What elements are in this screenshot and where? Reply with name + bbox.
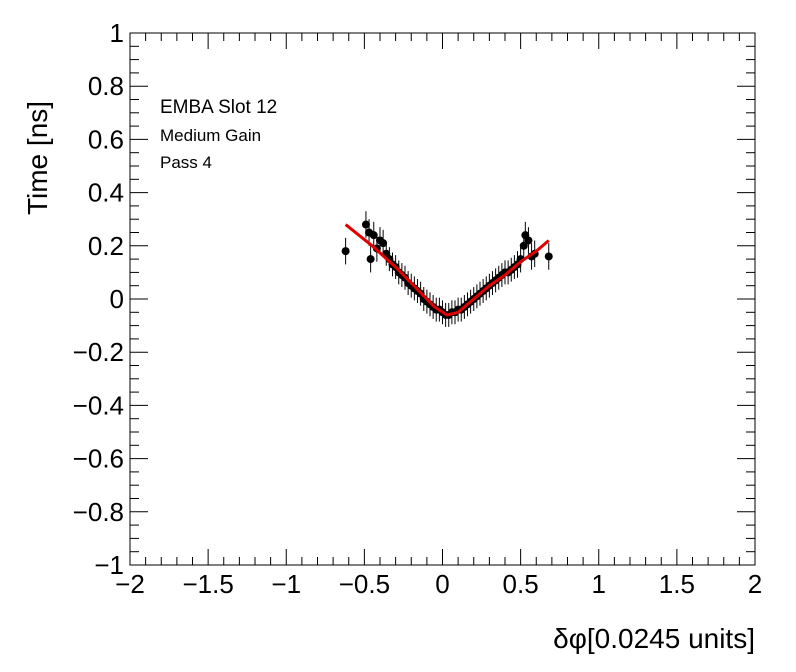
annotation-gain: Medium Gain bbox=[160, 126, 261, 145]
y-tick-label: −0.8 bbox=[73, 497, 124, 527]
x-tick-label: −0.5 bbox=[339, 569, 390, 599]
x-axis-title: δφ[0.0245 units] bbox=[553, 623, 755, 654]
data-point bbox=[524, 227, 533, 254]
y-tick-label: 0.6 bbox=[88, 124, 124, 154]
data-point bbox=[366, 245, 375, 273]
x-tick-label: 0.5 bbox=[503, 569, 539, 599]
point-marker bbox=[524, 236, 533, 245]
y-tick-label: 0 bbox=[110, 284, 124, 314]
y-tick-label: −0.6 bbox=[73, 444, 124, 474]
annotation-pass: Pass 4 bbox=[160, 153, 212, 172]
x-tick-label: −1.5 bbox=[182, 569, 233, 599]
x-tick-labels: −2 −1.5 −1 −0.5 0 0.5 1 1.5 2 bbox=[115, 569, 762, 599]
y-tick-label: 1 bbox=[110, 18, 124, 48]
x-tick-label: −1 bbox=[271, 569, 301, 599]
point-marker bbox=[379, 239, 388, 248]
y-tick-label: 0.2 bbox=[88, 231, 124, 261]
fit-line bbox=[344, 223, 550, 317]
data-point bbox=[341, 237, 350, 265]
point-marker bbox=[361, 220, 370, 229]
x-tick-label: 2 bbox=[748, 569, 762, 599]
point-marker bbox=[369, 231, 378, 240]
y-tick-label: −0.2 bbox=[73, 337, 124, 367]
point-marker bbox=[366, 255, 375, 264]
point-marker bbox=[341, 247, 350, 256]
data-point bbox=[544, 243, 553, 270]
y-tick-label: −0.4 bbox=[73, 390, 124, 420]
y-tick-label: 0.4 bbox=[88, 178, 124, 208]
point-marker bbox=[544, 252, 553, 261]
y-tick-labels: 1 0.8 0.6 0.4 0.2 0 −0.2 −0.4 −0.6 −0.8 −1 bbox=[73, 18, 124, 580]
annotation-slot: EMBA Slot 12 bbox=[160, 97, 277, 118]
x-tick-label: −2 bbox=[115, 569, 145, 599]
data-point bbox=[369, 221, 378, 249]
x-tick-label: 1.5 bbox=[659, 569, 695, 599]
y-tick-label: −1 bbox=[94, 550, 124, 580]
y-axis-title: Time [ns] bbox=[22, 101, 53, 215]
data-points bbox=[341, 211, 553, 327]
x-tick-label: 1 bbox=[592, 569, 606, 599]
y-tick-label: 0.8 bbox=[88, 71, 124, 101]
axis-ticks bbox=[129, 32, 756, 566]
x-tick-label: 0 bbox=[435, 569, 449, 599]
